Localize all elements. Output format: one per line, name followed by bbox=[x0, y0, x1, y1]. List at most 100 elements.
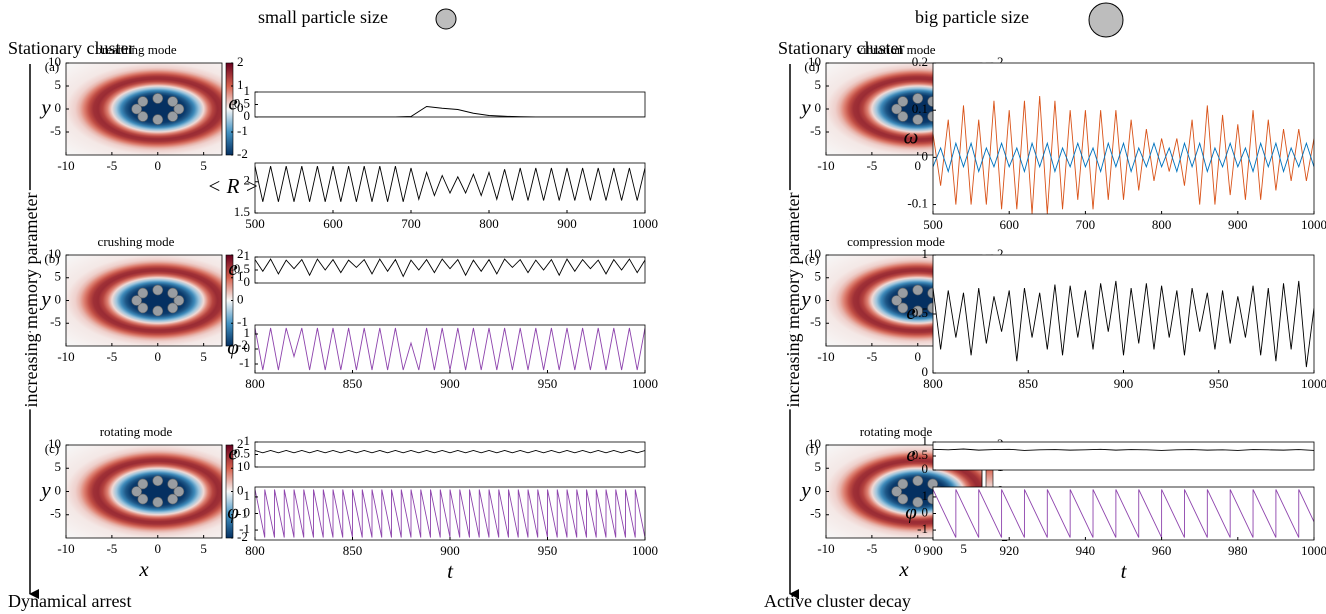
x-tick-label: -5 bbox=[866, 349, 877, 364]
colorbar-tick-label: 2 bbox=[997, 54, 1004, 69]
particle bbox=[152, 284, 164, 296]
x-axis-label: x bbox=[898, 557, 909, 581]
x-tick-label: 960 bbox=[1152, 543, 1172, 558]
y-tick-label: 0 bbox=[922, 148, 929, 163]
particle bbox=[137, 302, 149, 314]
x-tick-label: 0 bbox=[915, 158, 922, 173]
panel-title: breathing mode bbox=[95, 42, 176, 57]
y-tick-label: -5 bbox=[50, 123, 61, 138]
frame-bg bbox=[255, 163, 645, 213]
particle bbox=[897, 96, 909, 107]
y-tick-label: 5 bbox=[55, 77, 62, 92]
particle bbox=[152, 305, 164, 317]
colorbar-tick-label: 2 bbox=[997, 246, 1004, 261]
end-label: Dynamical arrest bbox=[8, 591, 131, 611]
colorbar-tick-label: 2 bbox=[237, 436, 244, 451]
y-tick-label: 0.1 bbox=[912, 101, 928, 116]
x-tick-label: 5 bbox=[200, 158, 207, 173]
line-panel: 1.5 2 500 600 700 800 900 1000 < R > bbox=[207, 162, 658, 231]
panel-title: rotating mode bbox=[100, 424, 173, 439]
y-axis-label: < R > bbox=[207, 174, 259, 198]
y-tick-label: -5 bbox=[50, 506, 61, 521]
start-label: Stationary cluster bbox=[8, 38, 134, 58]
x-tick-label: -10 bbox=[817, 349, 834, 364]
line bbox=[933, 141, 1314, 174]
x-tick-label: 920 bbox=[999, 543, 1019, 558]
x-tick-label: 850 bbox=[343, 543, 363, 558]
x-tick-label: -10 bbox=[57, 541, 74, 556]
y-tick-label: 0 bbox=[244, 340, 251, 355]
particle bbox=[897, 478, 909, 490]
y-tick-label: -5 bbox=[810, 314, 821, 329]
y-tick-label: 5 bbox=[815, 269, 822, 284]
y-tick-label: 0 bbox=[244, 458, 251, 473]
particle bbox=[152, 93, 164, 104]
y-axis-label: ω bbox=[904, 124, 919, 148]
y-axis-label: y bbox=[39, 477, 51, 501]
x-tick-label: 1000 bbox=[1301, 217, 1326, 232]
x-tick-label: 1000 bbox=[632, 376, 658, 391]
y-tick-label: 0 bbox=[922, 364, 929, 379]
x-tick-label: 1000 bbox=[632, 216, 658, 231]
line-panel: 0 0.5 1 800 850 900 950 1000 e bbox=[906, 246, 1326, 391]
y-axis-label: y bbox=[799, 286, 811, 310]
y-tick-label: 0 bbox=[922, 461, 929, 476]
colorbar-tick-label: 1 bbox=[237, 269, 244, 284]
y-tick-label: -5 bbox=[50, 314, 61, 329]
colorbar-tick-label: -1 bbox=[237, 123, 248, 138]
y-tick-label: -5 bbox=[810, 506, 821, 521]
line-panel: 00.51e bbox=[906, 433, 1315, 476]
size-icon bbox=[1088, 2, 1124, 38]
x-tick-label: -10 bbox=[57, 158, 74, 173]
x-tick-label: 600 bbox=[999, 217, 1019, 232]
line-panel: -101 800 850 900 950 1000 φ bbox=[227, 324, 658, 391]
heatmap-field bbox=[66, 255, 222, 346]
y-tick-label: 0 bbox=[55, 291, 62, 306]
line bbox=[255, 166, 645, 202]
y-tick-label: 1 bbox=[244, 433, 251, 448]
frame-bg bbox=[255, 92, 645, 117]
y-tick-label: 10 bbox=[48, 246, 61, 261]
line bbox=[933, 96, 1314, 214]
line-panel: -0.1 0 0.1 0.2 500 600 700 800 900 1000 ω bbox=[904, 54, 1326, 232]
y-axis-label: y bbox=[39, 95, 51, 119]
particle bbox=[912, 284, 924, 296]
y-tick-label: 0 bbox=[815, 482, 822, 497]
x-tick-label: -10 bbox=[57, 349, 74, 364]
x-tick-label: 800 bbox=[245, 543, 265, 558]
x-axis-label: x bbox=[138, 557, 149, 581]
line bbox=[255, 258, 645, 278]
frame-bg bbox=[933, 63, 1314, 214]
line bbox=[255, 489, 645, 538]
particle bbox=[131, 486, 142, 497]
particle bbox=[167, 111, 178, 122]
colorbar-tick-label: 1 bbox=[237, 77, 244, 92]
particle bbox=[897, 287, 909, 299]
y-tick-label: 0 bbox=[55, 482, 62, 497]
x-tick-label: 950 bbox=[538, 543, 558, 558]
particle bbox=[152, 496, 164, 508]
x-tick-label: 900 bbox=[557, 216, 577, 231]
panel-title: compression mode bbox=[847, 234, 945, 249]
panel-label: (d) bbox=[804, 59, 819, 74]
y-tick-label: 1 bbox=[922, 488, 929, 503]
particle bbox=[137, 96, 149, 107]
x-tick-label: -10 bbox=[817, 158, 834, 173]
particle bbox=[891, 295, 902, 306]
line bbox=[255, 106, 645, 117]
particle bbox=[167, 287, 178, 299]
particle bbox=[131, 295, 142, 306]
size-label: big particle size bbox=[915, 7, 1029, 27]
line bbox=[933, 280, 1314, 368]
y-tick-label: -1 bbox=[239, 355, 250, 370]
particle bbox=[173, 486, 185, 497]
frame-bg bbox=[255, 257, 645, 283]
x-tick-label: 1000 bbox=[1301, 376, 1326, 391]
particle bbox=[137, 493, 149, 505]
x-tick-label: 0 bbox=[915, 541, 922, 556]
x-tick-label: 0 bbox=[155, 158, 162, 173]
y-tick-label: 1 bbox=[244, 488, 251, 503]
particle bbox=[891, 486, 902, 497]
